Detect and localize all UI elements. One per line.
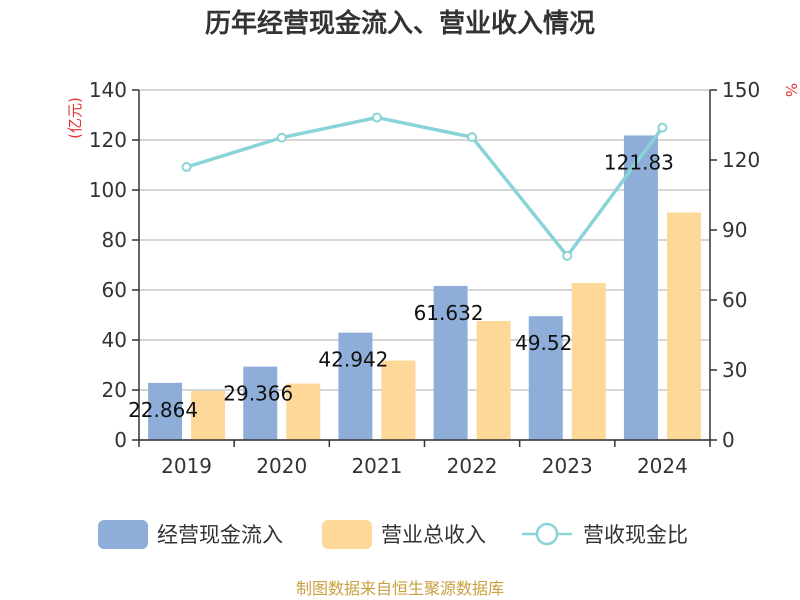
data-label: 29.366 [223,382,293,406]
x-axis-tick-label: 2022 [447,454,498,478]
left-axis-tick-label: 20 [102,378,127,402]
data-label: 121.83 [604,150,674,174]
right-axis-tick-label: 60 [722,288,747,312]
line-point [371,112,382,123]
source-note: 制图数据来自恒生聚源数据库 [296,579,504,598]
x-axis-tick-label: 2019 [161,454,212,478]
line-point [467,132,478,143]
bar-revenue [476,321,511,440]
right-axis-tick-label: 0 [722,428,735,452]
legend-swatch-cash-inflow [98,520,148,549]
bar-revenue [286,383,321,440]
left-axis-tick-label: 0 [114,428,127,452]
legend-label-ratio: 营收现金比 [583,523,688,547]
right-axis-tick-label: 150 [722,78,760,102]
bar-revenue [381,360,416,440]
left-axis-tick-label: 40 [102,328,127,352]
x-axis-tick-label: 2023 [542,454,593,478]
data-label: 42.942 [318,348,388,372]
right-axis-tick-label: 30 [722,358,747,382]
legend-swatch-ratio-marker [535,522,559,546]
data-label: 49.52 [515,331,572,355]
legend-label-cash-inflow: 经营现金流入 [157,523,283,547]
grid [139,89,710,441]
bar-cash-inflow [623,135,658,441]
bar-cash-inflow [528,316,563,440]
left-axis-unit: (亿元) [66,97,84,139]
bar-revenue [191,391,226,440]
line-ratio [186,115,664,259]
data-label: 22.864 [128,398,198,422]
right-axis-tick-label: 90 [722,218,747,242]
left-axis-tick-label: 80 [102,228,127,252]
bar-cash-inflow [338,332,373,440]
line-layer [181,112,668,261]
line-point [181,162,192,172]
bar-cash-inflow [148,382,183,440]
axes: 0 20 40 60 80 100 120 140 0 30 60 90 120 150 2019 2020 2… [89,78,760,478]
chart-title: 历年经营现金流入、营业收入情况 [205,8,595,39]
right-axis-tick-label: 120 [722,148,760,172]
line-point [657,122,668,133]
bar-revenue [666,212,701,440]
left-axis-tick-label: 60 [102,278,127,302]
left-axis-tick-label: 120 [89,128,127,152]
left-axis-tick-label: 140 [89,78,127,102]
x-axis-tick-label: 2024 [637,454,688,478]
bar-cash-inflow [243,366,278,440]
data-labels: 22.864 29.366 42.942 61.632 49.52 121.83 [128,150,674,421]
bar-cash-inflow [433,285,468,440]
legend-swatch-revenue [322,520,372,549]
bars [148,135,701,441]
data-label: 61.632 [414,301,484,325]
x-axis-tick-label: 2021 [351,454,402,478]
left-axis-tick-label: 100 [89,178,127,202]
legend-label-revenue: 营业总收入 [381,523,486,547]
line-point [276,132,287,143]
bar-revenue [571,283,606,440]
line-point [562,250,573,261]
right-axis-unit: % [782,83,800,97]
legend: 经营现金流入 营业总收入 营收现金比 [98,520,688,549]
x-axis-tick-label: 2020 [256,454,307,478]
